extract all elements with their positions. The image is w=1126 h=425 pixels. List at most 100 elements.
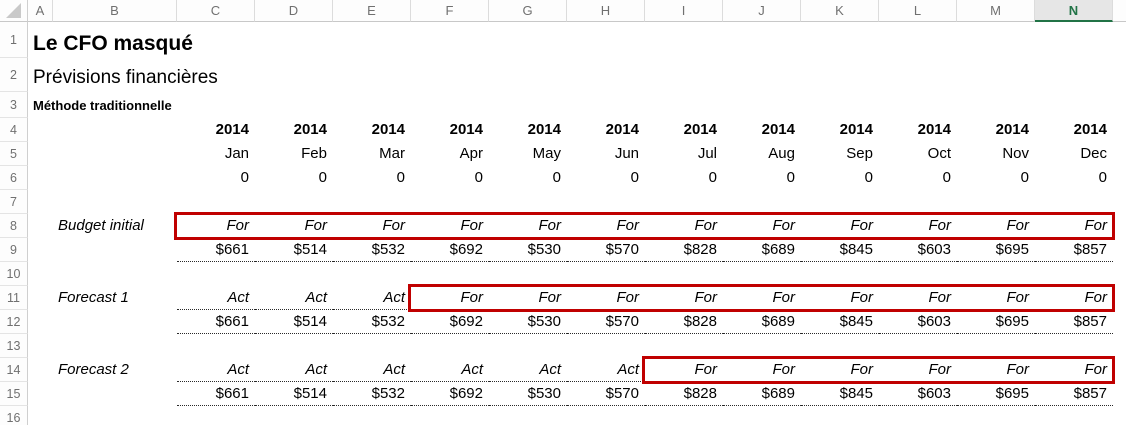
value-cell[interactable]: $689 — [723, 310, 801, 334]
row-header[interactable]: 5 — [0, 142, 28, 166]
value-cell[interactable]: $828 — [645, 238, 723, 262]
zero-cell[interactable]: 0 — [942, 169, 951, 186]
column-header[interactable]: K — [801, 0, 879, 22]
year-cell[interactable]: 2014 — [527, 121, 561, 138]
spacer-cell[interactable] — [28, 166, 177, 190]
status-cell[interactable]: For — [616, 289, 640, 306]
select-all-corner[interactable] — [0, 0, 28, 22]
row-header[interactable]: 2 — [0, 58, 28, 92]
zero-cell[interactable]: 0 — [396, 169, 405, 186]
row-header[interactable]: 16 — [0, 406, 28, 425]
status-cell[interactable]: For — [694, 361, 718, 378]
column-header[interactable]: E — [333, 0, 411, 22]
value-cell[interactable]: $570 — [567, 310, 645, 334]
value-cell[interactable]: $695 — [957, 382, 1035, 406]
spacer-cell[interactable] — [28, 382, 177, 406]
spacer-cell[interactable] — [28, 142, 177, 166]
value-cell[interactable]: $689 — [723, 238, 801, 262]
row-header[interactable]: 12 — [0, 310, 28, 334]
value-cell[interactable]: $845 — [801, 238, 879, 262]
subtitle-cell[interactable]: Prévisions financières — [33, 67, 218, 88]
zero-cell[interactable]: 0 — [630, 169, 639, 186]
value-cell[interactable]: $828 — [645, 382, 723, 406]
row-header[interactable]: 11 — [0, 286, 28, 310]
month-cell[interactable]: Apr — [459, 145, 483, 162]
section-label-cell[interactable]: Forecast 1 — [58, 289, 129, 306]
value-cell[interactable]: $661 — [177, 382, 255, 406]
title-cell[interactable]: Le CFO masqué — [33, 32, 193, 55]
year-cell[interactable]: 2014 — [917, 121, 951, 138]
value-cell[interactable]: $603 — [879, 238, 957, 262]
value-cell[interactable]: $532 — [333, 382, 411, 406]
month-cell[interactable]: Jul — [697, 145, 717, 162]
zero-cell[interactable]: 0 — [552, 169, 561, 186]
row-header[interactable]: 15 — [0, 382, 28, 406]
value-cell[interactable]: $689 — [723, 382, 801, 406]
value-cell[interactable]: $845 — [801, 382, 879, 406]
zero-cell[interactable]: 0 — [1098, 169, 1107, 186]
status-cell[interactable]: For — [772, 361, 796, 378]
row-header[interactable]: 3 — [0, 92, 28, 118]
year-cell[interactable]: 2014 — [995, 121, 1029, 138]
zero-cell[interactable]: 0 — [240, 169, 249, 186]
column-header[interactable]: M — [957, 0, 1035, 22]
status-cell[interactable]: Act — [567, 358, 645, 382]
status-cell[interactable]: For — [1084, 289, 1108, 306]
status-cell[interactable]: For — [850, 361, 874, 378]
row-header[interactable]: 14 — [0, 358, 28, 382]
value-cell[interactable]: $661 — [177, 238, 255, 262]
row-header[interactable]: 8 — [0, 214, 28, 238]
column-header[interactable]: H — [567, 0, 645, 22]
value-cell[interactable]: $530 — [489, 310, 567, 334]
status-cell[interactable]: For — [226, 217, 250, 234]
status-cell[interactable]: For — [1006, 289, 1030, 306]
row-header[interactable]: 13 — [0, 334, 28, 358]
column-header[interactable]: F — [411, 0, 489, 22]
value-cell[interactable]: $603 — [879, 310, 957, 334]
row-header[interactable]: 6 — [0, 166, 28, 190]
status-cell[interactable]: Act — [255, 358, 333, 382]
value-cell[interactable]: $532 — [333, 310, 411, 334]
row-header[interactable]: 4 — [0, 118, 28, 142]
month-cell[interactable]: Nov — [1002, 145, 1029, 162]
column-header[interactable]: L — [879, 0, 957, 22]
status-cell[interactable]: For — [1006, 361, 1030, 378]
spacer-cell[interactable] — [28, 238, 177, 262]
row-header[interactable]: 10 — [0, 262, 28, 286]
year-cell[interactable]: 2014 — [761, 121, 795, 138]
value-cell[interactable]: $692 — [411, 382, 489, 406]
zero-cell[interactable]: 0 — [786, 169, 795, 186]
year-cell[interactable]: 2014 — [293, 121, 327, 138]
value-cell[interactable]: $570 — [567, 238, 645, 262]
value-cell[interactable]: $692 — [411, 310, 489, 334]
status-cell[interactable]: For — [460, 217, 484, 234]
value-cell[interactable]: $845 — [801, 310, 879, 334]
status-cell[interactable]: Act — [177, 286, 255, 310]
year-cell[interactable]: 2014 — [605, 121, 639, 138]
zero-cell[interactable]: 0 — [708, 169, 717, 186]
year-cell[interactable]: 2014 — [449, 121, 483, 138]
column-header[interactable]: G — [489, 0, 567, 22]
value-cell[interactable]: $570 — [567, 382, 645, 406]
spacer-cell[interactable] — [28, 310, 177, 334]
column-header[interactable]: C — [177, 0, 255, 22]
row-header[interactable]: 9 — [0, 238, 28, 262]
month-cell[interactable]: Mar — [379, 145, 405, 162]
status-cell[interactable]: For — [928, 217, 952, 234]
column-header[interactable]: I — [645, 0, 723, 22]
value-cell[interactable]: $695 — [957, 238, 1035, 262]
status-cell[interactable]: For — [538, 217, 562, 234]
status-cell[interactable]: For — [1006, 217, 1030, 234]
status-cell[interactable]: Act — [255, 286, 333, 310]
status-cell[interactable]: For — [850, 289, 874, 306]
status-cell[interactable]: For — [694, 289, 718, 306]
status-cell[interactable]: For — [460, 289, 484, 306]
status-cell[interactable]: Act — [411, 358, 489, 382]
month-cell[interactable]: Jan — [224, 145, 249, 162]
column-header[interactable]: J — [723, 0, 801, 22]
spacer-cell[interactable] — [28, 118, 177, 142]
zero-cell[interactable]: 0 — [1020, 169, 1029, 186]
value-cell[interactable]: $661 — [177, 310, 255, 334]
status-cell[interactable]: For — [928, 289, 952, 306]
value-cell[interactable]: $530 — [489, 238, 567, 262]
